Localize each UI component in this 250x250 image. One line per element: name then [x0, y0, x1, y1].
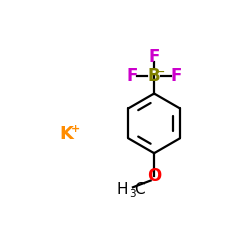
- Text: C: C: [134, 182, 145, 197]
- Text: F: F: [170, 67, 182, 85]
- Text: F: F: [126, 67, 138, 85]
- Text: 3: 3: [129, 188, 135, 198]
- Text: H: H: [116, 182, 128, 197]
- Text: O: O: [147, 167, 161, 185]
- Text: K: K: [60, 125, 74, 143]
- Text: B: B: [148, 67, 160, 85]
- Text: +: +: [71, 124, 81, 134]
- Text: F: F: [148, 48, 160, 66]
- Text: −: −: [156, 67, 165, 77]
